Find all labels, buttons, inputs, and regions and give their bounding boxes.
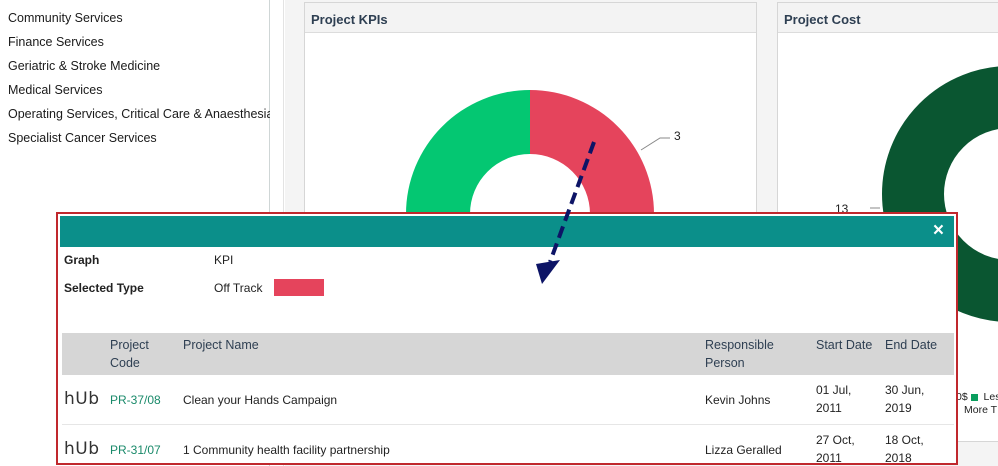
- sidebar-item-finance-services[interactable]: Finance Services: [8, 35, 104, 49]
- end-date-day: 18 Oct,: [885, 433, 924, 447]
- cost-legend: 0$ Les: [956, 391, 998, 403]
- modal-header-bar: ×: [60, 216, 954, 247]
- col-header-project-code[interactable]: Project Code: [110, 336, 149, 372]
- hub-logo-icon: hUb: [64, 389, 100, 409]
- hub-logo-icon: hUb: [64, 439, 100, 459]
- project-code-link[interactable]: PR-31/07: [110, 443, 161, 457]
- project-kpis-panel: Project KPIs: [304, 2, 757, 232]
- sidebar-item-operating-services[interactable]: Operating Services, Critical Care & Anae…: [8, 107, 274, 121]
- legend-prefix: 0$: [956, 391, 968, 403]
- graph-label: Graph: [64, 253, 100, 267]
- drilldown-modal: × Graph KPI Selected Type Off Track Proj…: [56, 212, 958, 465]
- col-header-start-date[interactable]: Start Date: [816, 338, 873, 352]
- selected-type-label: Selected Type: [64, 281, 144, 295]
- responsible-person: Lizza Geralled: [705, 443, 782, 457]
- end-date: 30 Jun, 2019: [885, 381, 924, 417]
- table-header: Project Code Project Name Responsible Pe…: [62, 333, 954, 375]
- cost-legend-item-more[interactable]: More T: [964, 404, 998, 416]
- legend-item-less[interactable]: Les: [983, 391, 998, 403]
- sidebar-item-geriatric-stroke-medicine[interactable]: Geriatric & Stroke Medicine: [8, 59, 161, 73]
- sidebar-item-medical-services[interactable]: Medical Services: [8, 83, 103, 97]
- project-kpis-title: Project KPIs: [305, 3, 756, 33]
- col-header-end-date[interactable]: End Date: [885, 338, 938, 352]
- responsible-person: Kevin Johns: [705, 393, 771, 407]
- end-date-day: 30 Jun,: [885, 383, 925, 397]
- project-code-link[interactable]: PR-37/08: [110, 393, 161, 407]
- end-date-year: 2019: [885, 401, 912, 415]
- table-row[interactable]: hUb PR-37/08 Clean your Hands Campaign K…: [62, 375, 954, 425]
- start-date: 01 Jul, 2011: [816, 381, 851, 417]
- end-date: 18 Oct, 2018: [885, 431, 924, 465]
- kpi-data-label: 3: [674, 129, 681, 143]
- table-row[interactable]: hUb PR-31/07 1 Community health facility…: [62, 425, 954, 465]
- col-header-project-code-line1: Project: [110, 338, 149, 352]
- start-date-day: 27 Oct,: [816, 433, 855, 447]
- project-cost-title: Project Cost: [778, 3, 998, 33]
- sidebar-item-specialist-cancer-services[interactable]: Specialist Cancer Services: [8, 131, 157, 145]
- data-label-leader: [640, 137, 670, 151]
- col-header-project-name[interactable]: Project Name: [183, 338, 259, 352]
- end-date-year: 2018: [885, 451, 912, 465]
- col-header-person-line2: Person: [705, 356, 745, 370]
- graph-value: KPI: [214, 253, 234, 267]
- col-header-responsible-person[interactable]: Responsible Person: [705, 336, 774, 372]
- selected-type-value: Off Track: [214, 281, 263, 295]
- col-header-person-line1: Responsible: [705, 338, 774, 352]
- col-header-project-code-line2: Code: [110, 356, 140, 370]
- selected-type-swatch: [274, 279, 324, 296]
- close-icon[interactable]: ×: [932, 220, 944, 241]
- donut-slice[interactable]: [882, 66, 998, 322]
- project-name: 1 Community health facility partnership: [183, 443, 390, 457]
- start-date: 27 Oct, 2011: [816, 431, 855, 465]
- start-date-year: 2011: [816, 401, 842, 415]
- legend-swatch: [970, 393, 978, 401]
- start-date-year: 2011: [816, 451, 842, 465]
- start-date-day: 01 Jul,: [816, 383, 852, 397]
- sidebar-item-community-services[interactable]: Community Services: [8, 11, 123, 25]
- project-name: Clean your Hands Campaign: [183, 393, 338, 407]
